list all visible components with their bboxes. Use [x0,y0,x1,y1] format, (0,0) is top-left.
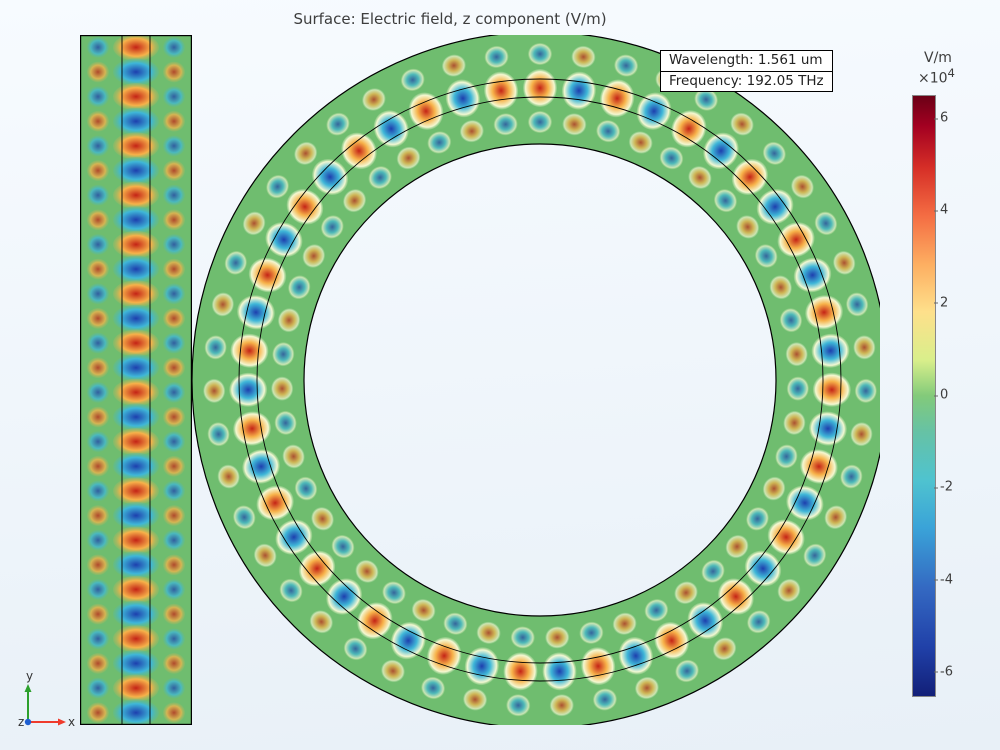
colorbar-tick: -2 [940,480,953,495]
colorbar-tick: 0 [940,388,948,403]
plot-title: Surface: Electric field, z component (V/… [0,10,900,28]
parameter-info-box: Wavelength: 1.561 um Frequency: 192.05 T… [660,50,833,92]
wavelength-label: Wavelength: 1.561 um [661,51,832,71]
colorbar-tick: -4 [940,572,953,587]
colorbar-tick: 4 [940,203,948,218]
colorbar-exponent: ×104 [918,66,982,87]
frequency-label: Frequency: 192.05 THz [661,71,832,92]
field-plot [80,35,880,725]
colorbar-unit: V/m [924,50,982,66]
colorbar-gradient [912,95,936,697]
colorbar: V/m ×104 6 4 2 0 -2 -4 -6 [912,50,982,720]
colorbar-ticks: 6 4 2 0 -2 -4 -6 [940,95,980,695]
axis-triad: y x z [18,672,78,732]
svg-text:z: z [18,715,24,729]
svg-text:x: x [68,715,75,729]
colorbar-tick: 6 [940,111,948,126]
svg-text:y: y [26,672,33,683]
colorbar-tick: -6 [940,664,953,679]
colorbar-tick: 2 [940,295,948,310]
